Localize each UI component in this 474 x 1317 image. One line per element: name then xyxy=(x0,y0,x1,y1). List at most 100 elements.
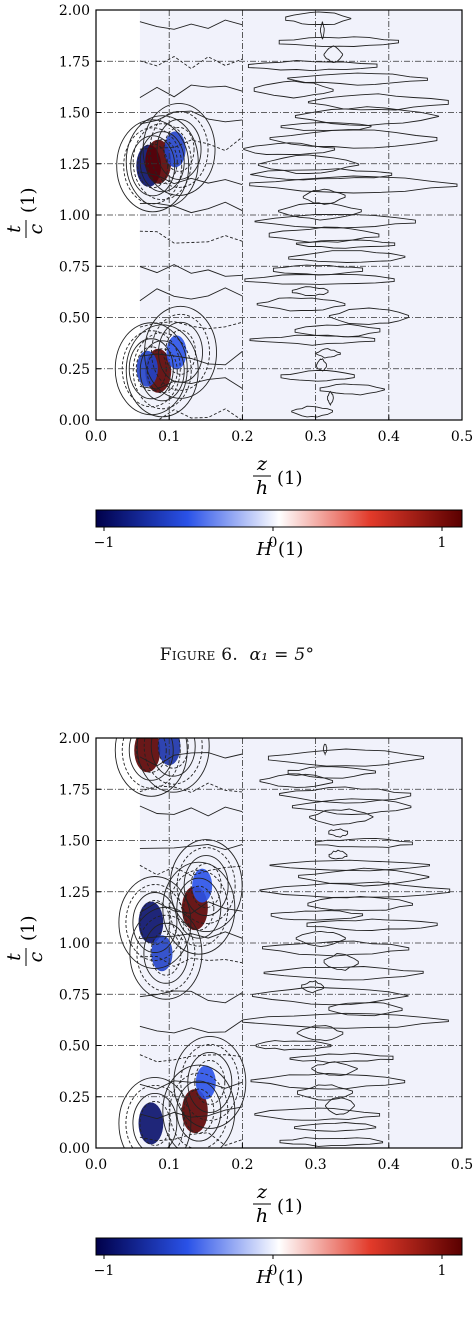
contour-ring xyxy=(139,131,185,193)
contour-line xyxy=(294,323,381,338)
contour-line xyxy=(139,377,243,390)
y-tick-label: 0.50 xyxy=(59,311,90,327)
contour-ring xyxy=(136,914,196,992)
y-tick-label: 0.00 xyxy=(59,413,90,429)
contour-line xyxy=(139,901,243,914)
contour-line xyxy=(242,1012,449,1029)
grid-lines xyxy=(96,10,462,420)
contour-lines xyxy=(114,738,451,1148)
contour-ring xyxy=(125,115,199,209)
x-axis-label: zh (1) xyxy=(253,1181,303,1227)
contour-ring xyxy=(143,738,203,785)
contour-line xyxy=(139,931,243,940)
contour-line xyxy=(287,72,428,86)
contour-line xyxy=(328,849,348,860)
figure-caption-1: Figure 6. α₁ = 5° xyxy=(0,645,474,665)
contour-line xyxy=(270,910,364,921)
contour-line xyxy=(272,264,364,276)
contour-ring xyxy=(169,869,229,947)
contour-ring xyxy=(163,126,195,172)
contour-line xyxy=(328,828,349,838)
contour-line xyxy=(291,286,329,297)
contour-line xyxy=(139,752,243,767)
contour-line xyxy=(139,1080,243,1090)
contour-line xyxy=(297,1084,353,1101)
y-tick-label: 1.00 xyxy=(59,208,90,224)
colorbar-tick-label: −1 xyxy=(94,535,115,551)
helicity-blob xyxy=(181,1089,208,1134)
contour-line xyxy=(288,250,406,263)
contour-line xyxy=(259,773,334,788)
y-axis-label-numerator: t xyxy=(3,225,25,233)
contour-line xyxy=(279,786,412,804)
x-axis-label-denominator: h xyxy=(256,1205,268,1227)
contour-line xyxy=(250,1072,406,1090)
contour-line xyxy=(295,930,346,948)
contour-line xyxy=(249,334,376,346)
contour-line xyxy=(244,273,395,285)
y-axis-label-unit: (1) xyxy=(18,916,39,942)
contour-ring xyxy=(157,738,189,769)
contour-line xyxy=(254,214,416,229)
contour-ring xyxy=(130,135,176,197)
x-tick-label: 0.0 xyxy=(85,429,107,445)
colorbar-label-unit: (1) xyxy=(272,539,303,560)
contour-ring xyxy=(132,332,192,410)
contour-line xyxy=(285,11,352,26)
contour-line xyxy=(307,895,413,911)
y-tick-label: 0.00 xyxy=(59,1141,90,1157)
x-tick-label: 0.2 xyxy=(231,429,253,445)
contour-ring xyxy=(183,855,229,917)
contour-ring xyxy=(176,847,236,925)
colorbar-tick-label: 0 xyxy=(269,535,278,551)
contour-line xyxy=(307,93,449,111)
x-tick-label: 0.4 xyxy=(378,1157,400,1173)
contour-ring xyxy=(114,738,188,797)
y-tick-label: 1.75 xyxy=(59,782,90,798)
contour-line xyxy=(280,122,372,132)
contour-line xyxy=(325,1097,355,1116)
contour-line xyxy=(263,966,424,981)
y-tick-label: 0.50 xyxy=(59,1039,90,1055)
x-tick-label: 0.4 xyxy=(378,429,400,445)
contour-line xyxy=(139,1019,243,1034)
colorbar xyxy=(95,1237,463,1256)
contour-line xyxy=(296,1025,344,1042)
y-axis-label-numerator: t xyxy=(3,953,25,961)
x-axis-label-unit: (1) xyxy=(277,468,303,489)
colorbar-label-unit: (1) xyxy=(272,1267,303,1288)
contour-line xyxy=(306,918,438,931)
contour-ring xyxy=(137,143,169,189)
contour-line xyxy=(316,358,327,372)
x-tick-label: 0.1 xyxy=(158,429,180,445)
contour-line xyxy=(301,980,325,994)
y-tick-label: 0.75 xyxy=(59,259,90,275)
grid-lines xyxy=(96,738,462,1148)
contour-line xyxy=(278,202,362,221)
y-tick-label: 2.00 xyxy=(59,731,90,747)
caption-label: Figure 6. xyxy=(159,645,239,665)
colorbar-tick-label: 0 xyxy=(269,1263,278,1279)
x-axis-label-denominator: h xyxy=(256,477,268,499)
contour-ring xyxy=(150,930,182,976)
contour-ring xyxy=(156,118,202,180)
contour-line xyxy=(320,21,325,40)
contour-line xyxy=(255,1040,332,1051)
contour-line xyxy=(139,1054,243,1063)
contour-ring xyxy=(149,110,209,188)
contour-ring xyxy=(151,313,210,391)
caption-math: α₁ = 5° xyxy=(249,645,315,665)
contour-line xyxy=(250,168,393,181)
contour-ring xyxy=(136,738,210,793)
helicity-blobs xyxy=(134,738,216,1145)
contour-ring xyxy=(162,1064,236,1148)
contour-line xyxy=(278,36,399,48)
colorbar-tick-label: −1 xyxy=(94,1263,115,1279)
contour-ring xyxy=(146,139,178,185)
contour-line xyxy=(269,859,430,872)
contour-ring xyxy=(128,738,174,781)
colorbar-tick-label: 1 xyxy=(438,535,447,551)
contour-line xyxy=(139,287,243,302)
contour-line xyxy=(319,383,385,396)
